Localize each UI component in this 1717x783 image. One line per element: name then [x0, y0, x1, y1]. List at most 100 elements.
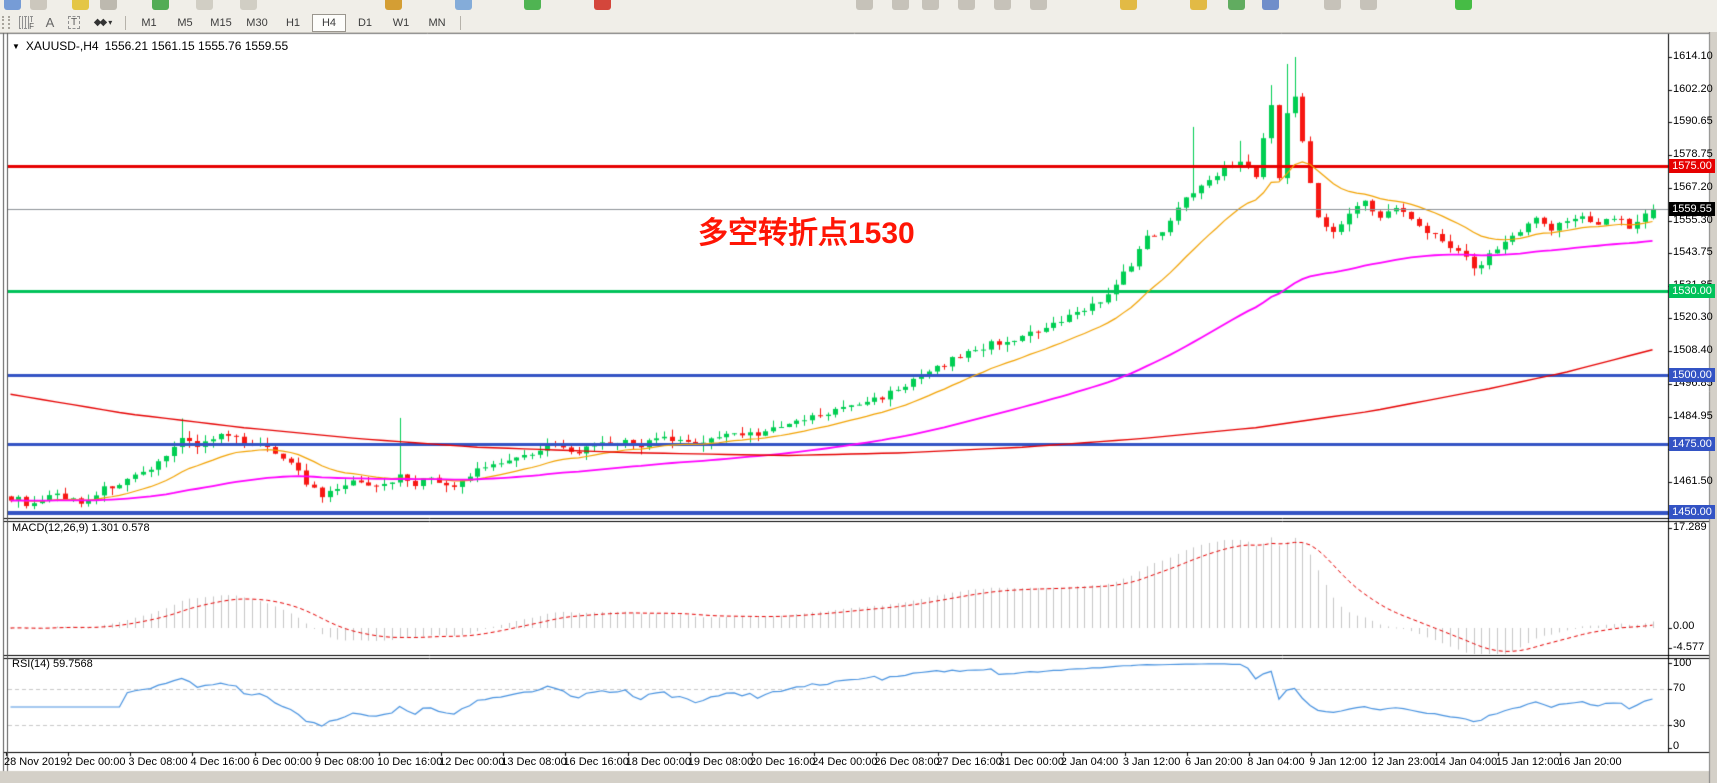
- price-tick-label: 1602.20: [1673, 83, 1713, 96]
- toolbar-separator: [125, 15, 126, 30]
- terminal-icon[interactable]: [240, 0, 257, 10]
- text-label-tool-button[interactable]: A: [38, 14, 62, 31]
- text-box-icon: T: [67, 16, 81, 29]
- rsi-tick-label: 70: [1673, 682, 1686, 694]
- macd-tick-label: -4.577: [1673, 641, 1705, 653]
- rsi-tick-label: 100: [1673, 657, 1692, 669]
- strategy-tester-icon[interactable]: [524, 0, 541, 10]
- timeframe-mn-button[interactable]: MN: [428, 16, 446, 29]
- rsi-indicator-label: RSI(14) 59.7568: [12, 658, 93, 670]
- cursor-icon[interactable]: [1120, 0, 1137, 10]
- text-a-icon: A: [45, 15, 55, 30]
- chart-annotation-text: 多空转折点1530: [698, 217, 915, 250]
- time-tick-label: 14 Jan 04:00: [1433, 756, 1498, 768]
- timeframe-buttons: M1 M5 M15 M30 H1 H4 D1 W1 MN: [131, 13, 455, 32]
- time-tick-label: 26 Dec 08:00: [874, 756, 940, 768]
- price-tick-label: 1567.20: [1673, 180, 1713, 193]
- time-tick-label: 15 Jan 12:00: [1495, 756, 1560, 768]
- rsi-tick-label: 0: [1673, 740, 1680, 752]
- candle-chart-icon[interactable]: [1262, 0, 1279, 10]
- toolbar-grip[interactable]: [2, 16, 10, 29]
- timeframe-m30-button[interactable]: M30: [246, 16, 268, 29]
- time-tick-label: 27 Dec 16:00: [936, 756, 1002, 768]
- auto-trading-icon[interactable]: [152, 0, 169, 10]
- tile-vertical-icon[interactable]: [958, 0, 975, 10]
- time-tick-label: 16 Jan 20:00: [1558, 756, 1622, 768]
- price-tick-label: 1578.75: [1673, 148, 1713, 161]
- new-order-icon[interactable]: [196, 0, 213, 10]
- level-price-badge: 1475.00: [1669, 437, 1715, 452]
- price-tick-label: 1555.30: [1673, 213, 1713, 226]
- restore-icon[interactable]: [1030, 0, 1047, 10]
- time-tick-label: 9 Dec 08:00: [314, 756, 375, 768]
- time-tick-label: 6 Jan 20:00: [1185, 756, 1243, 768]
- level-price-badge: 1530.00: [1669, 284, 1715, 299]
- symbol-dropdown-icon[interactable]: ▼: [12, 41, 20, 51]
- time-tick-label: 19 Dec 08:00: [687, 756, 754, 768]
- timeframe-w1-button[interactable]: W1: [392, 16, 410, 29]
- line-chart-icon[interactable]: [1324, 0, 1341, 10]
- bar-chart-icon[interactable]: [1228, 0, 1245, 10]
- time-tick-label: 31 Dec 00:00: [998, 756, 1064, 768]
- time-tick-label: 28 Nov 2019: [4, 756, 67, 768]
- symbol-period-label: XAUUSD-,H4: [25, 39, 99, 53]
- time-tick-label: 2 Jan 04:00: [1060, 756, 1119, 768]
- new-chart-icon[interactable]: [4, 0, 21, 10]
- chart-title: ▼ XAUUSD-,H4 1556.21 1561.15 1555.76 155…: [12, 39, 288, 53]
- time-tick-label: 3 Dec 08:00: [128, 756, 188, 768]
- price-tick-label: 1543.75: [1673, 245, 1713, 258]
- panel-resize-handle[interactable]: [0, 516, 1709, 522]
- time-tick-label: 16 Dec 16:00: [563, 756, 629, 768]
- current-price-badge: 1559.55: [1669, 201, 1715, 216]
- level-price-badge: 1500.00: [1669, 367, 1715, 382]
- level-price-badge: 1450.00: [1669, 505, 1715, 519]
- fibonacci-grid-icon: F: [19, 16, 34, 31]
- cascade-windows-icon[interactable]: [892, 0, 909, 10]
- timeframe-d1-button[interactable]: D1: [357, 16, 373, 29]
- add-indicator-icon[interactable]: [1455, 0, 1472, 10]
- price-tick-label: 1508.40: [1673, 344, 1713, 357]
- arrows-tool-button[interactable]: ◆◆ ▾: [86, 14, 120, 31]
- chevron-down-icon: ▾: [108, 18, 113, 27]
- timeframe-m5-button[interactable]: M5: [177, 16, 193, 29]
- price-tick-label: 1520.30: [1673, 311, 1713, 324]
- time-tick-label: 2 Dec 00:00: [66, 756, 126, 768]
- time-tick-label: 9 Jan 12:00: [1309, 756, 1367, 768]
- navigator-icon[interactable]: [385, 0, 402, 10]
- macd-tick-label: 17.289: [1673, 521, 1707, 533]
- price-tick-label: 1590.65: [1673, 115, 1713, 128]
- tile-windows-icon[interactable]: [856, 0, 873, 10]
- text-box-tool-button[interactable]: T: [62, 14, 86, 31]
- time-tick-label: 18 Dec 00:00: [625, 756, 692, 768]
- market-watch-icon[interactable]: [455, 0, 472, 10]
- profiles-icon[interactable]: [30, 0, 47, 10]
- timeframe-h1-button[interactable]: H1: [285, 16, 301, 29]
- arrange-icon[interactable]: [994, 0, 1011, 10]
- crosshair-icon[interactable]: [1190, 0, 1207, 10]
- macd-indicator-label: MACD(12,26,9) 1.301 0.578: [12, 522, 150, 534]
- price-tick-label: 1461.50: [1673, 475, 1713, 487]
- time-tick-label: 13 Dec 08:00: [501, 756, 567, 768]
- timeframe-m15-button[interactable]: M15: [210, 16, 232, 29]
- arrows-icon: ◆◆: [93, 17, 107, 28]
- time-tick-label: 3 Jan 12:00: [1122, 756, 1181, 768]
- time-tick-label: 12 Dec 00:00: [439, 756, 505, 768]
- time-tick-label: 6 Dec 00:00: [252, 756, 312, 768]
- zoom-fit-icon[interactable]: [1360, 0, 1377, 10]
- tile-horizontal-icon[interactable]: [922, 0, 939, 10]
- time-tick-label: 10 Dec 16:00: [376, 756, 443, 768]
- fibonacci-tool-button[interactable]: F: [14, 14, 38, 31]
- timeframe-h4-button[interactable]: H4: [312, 13, 346, 32]
- time-tick-label: 24 Dec 00:00: [812, 756, 878, 768]
- level-price-badge: 1575.00: [1669, 158, 1715, 173]
- panel-resize-handle[interactable]: [0, 653, 1709, 659]
- data-window-icon[interactable]: [594, 0, 611, 10]
- zoom-in-icon[interactable]: [72, 0, 89, 10]
- toolbar-separator: [460, 15, 461, 30]
- time-tick-label: 20 Dec 16:00: [749, 756, 816, 768]
- timeframe-m1-button[interactable]: M1: [141, 16, 157, 29]
- main-toolbar: [0, 0, 1717, 14]
- timeframe-toolbar: F A T ◆◆ ▾ M1 M5 M15 M30 H1 H4 D1 W1 MN: [0, 13, 1717, 32]
- zoom-out-icon[interactable]: [100, 0, 117, 10]
